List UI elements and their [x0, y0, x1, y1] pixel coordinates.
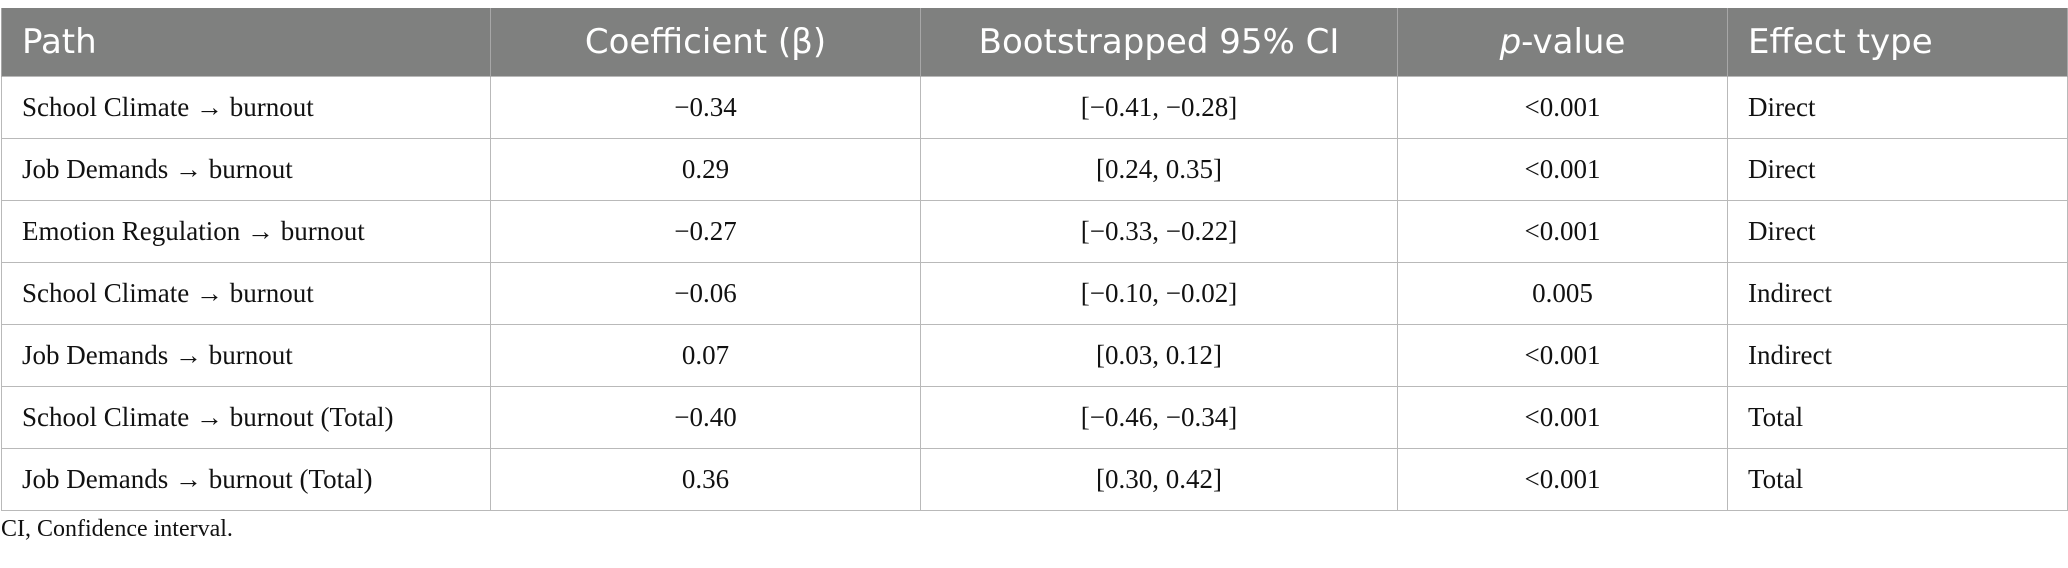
header-path: Path — [1, 8, 491, 77]
cell-pvalue: <0.001 — [1397, 76, 1728, 139]
cell-path: School Climate → burnout (Total) — [1, 386, 491, 449]
cell-pvalue: <0.001 — [1397, 386, 1728, 449]
cell-ci: [0.24, 0.35] — [920, 138, 1398, 201]
table-row: School Climate → burnout −0.34 [−0.41, −… — [1, 76, 2068, 139]
header-ci: Bootstrapped 95% CI — [920, 8, 1398, 77]
results-table-container: Path Coefficient (β) Bootstrapped 95% CI… — [0, 8, 2068, 511]
cell-coefficient: 0.07 — [490, 324, 921, 387]
header-coefficient: Coefficient (β) — [490, 8, 921, 77]
cell-path: Job Demands → burnout — [1, 324, 491, 387]
cell-ci: [−0.41, −0.28] — [920, 76, 1398, 139]
header-row: Path Coefficient (β) Bootstrapped 95% CI… — [1, 8, 2068, 77]
cell-pvalue: <0.001 — [1397, 200, 1728, 263]
table-row: School Climate → burnout (Total) −0.40 [… — [1, 386, 2068, 449]
cell-effect: Direct — [1727, 200, 2068, 263]
cell-pvalue: 0.005 — [1397, 262, 1728, 325]
cell-path: School Climate → burnout — [1, 262, 491, 325]
cell-pvalue: <0.001 — [1397, 138, 1728, 201]
cell-effect: Total — [1727, 386, 2068, 449]
cell-ci: [−0.46, −0.34] — [920, 386, 1398, 449]
cell-path: School Climate → burnout — [1, 76, 491, 139]
cell-pvalue: <0.001 — [1397, 448, 1728, 511]
cell-path: Job Demands → burnout (Total) — [1, 448, 491, 511]
header-pvalue-italic: p — [1499, 22, 1522, 62]
header-effect: Effect type — [1727, 8, 2068, 77]
cell-ci: [−0.10, −0.02] — [920, 262, 1398, 325]
cell-effect: Direct — [1727, 138, 2068, 201]
table-row: Job Demands → burnout (Total) 0.36 [0.30… — [1, 448, 2068, 511]
cell-path: Emotion Regulation → burnout — [1, 200, 491, 263]
cell-ci: [−0.33, −0.22] — [920, 200, 1398, 263]
table-header: Path Coefficient (β) Bootstrapped 95% CI… — [1, 8, 2068, 77]
cell-path: Job Demands → burnout — [1, 138, 491, 201]
cell-coefficient: −0.40 — [490, 386, 921, 449]
cell-effect: Indirect — [1727, 262, 2068, 325]
table-footnote: CI, Confidence interval. — [1, 516, 233, 542]
header-pvalue: p-value — [1397, 8, 1728, 77]
table-body: School Climate → burnout −0.34 [−0.41, −… — [1, 76, 2068, 511]
path-coefficients-table: Path Coefficient (β) Bootstrapped 95% CI… — [1, 8, 2068, 511]
table-row: Job Demands → burnout 0.07 [0.03, 0.12] … — [1, 324, 2068, 387]
table-row: Emotion Regulation → burnout −0.27 [−0.3… — [1, 200, 2068, 263]
cell-ci: [0.30, 0.42] — [920, 448, 1398, 511]
cell-effect: Total — [1727, 448, 2068, 511]
cell-effect: Direct — [1727, 76, 2068, 139]
cell-coefficient: 0.29 — [490, 138, 921, 201]
cell-coefficient: 0.36 — [490, 448, 921, 511]
header-pvalue-rest: -value — [1521, 22, 1626, 62]
cell-coefficient: −0.34 — [490, 76, 921, 139]
table-row: School Climate → burnout −0.06 [−0.10, −… — [1, 262, 2068, 325]
cell-pvalue: <0.001 — [1397, 324, 1728, 387]
cell-ci: [0.03, 0.12] — [920, 324, 1398, 387]
cell-coefficient: −0.27 — [490, 200, 921, 263]
cell-coefficient: −0.06 — [490, 262, 921, 325]
table-row: Job Demands → burnout 0.29 [0.24, 0.35] … — [1, 138, 2068, 201]
cell-effect: Indirect — [1727, 324, 2068, 387]
